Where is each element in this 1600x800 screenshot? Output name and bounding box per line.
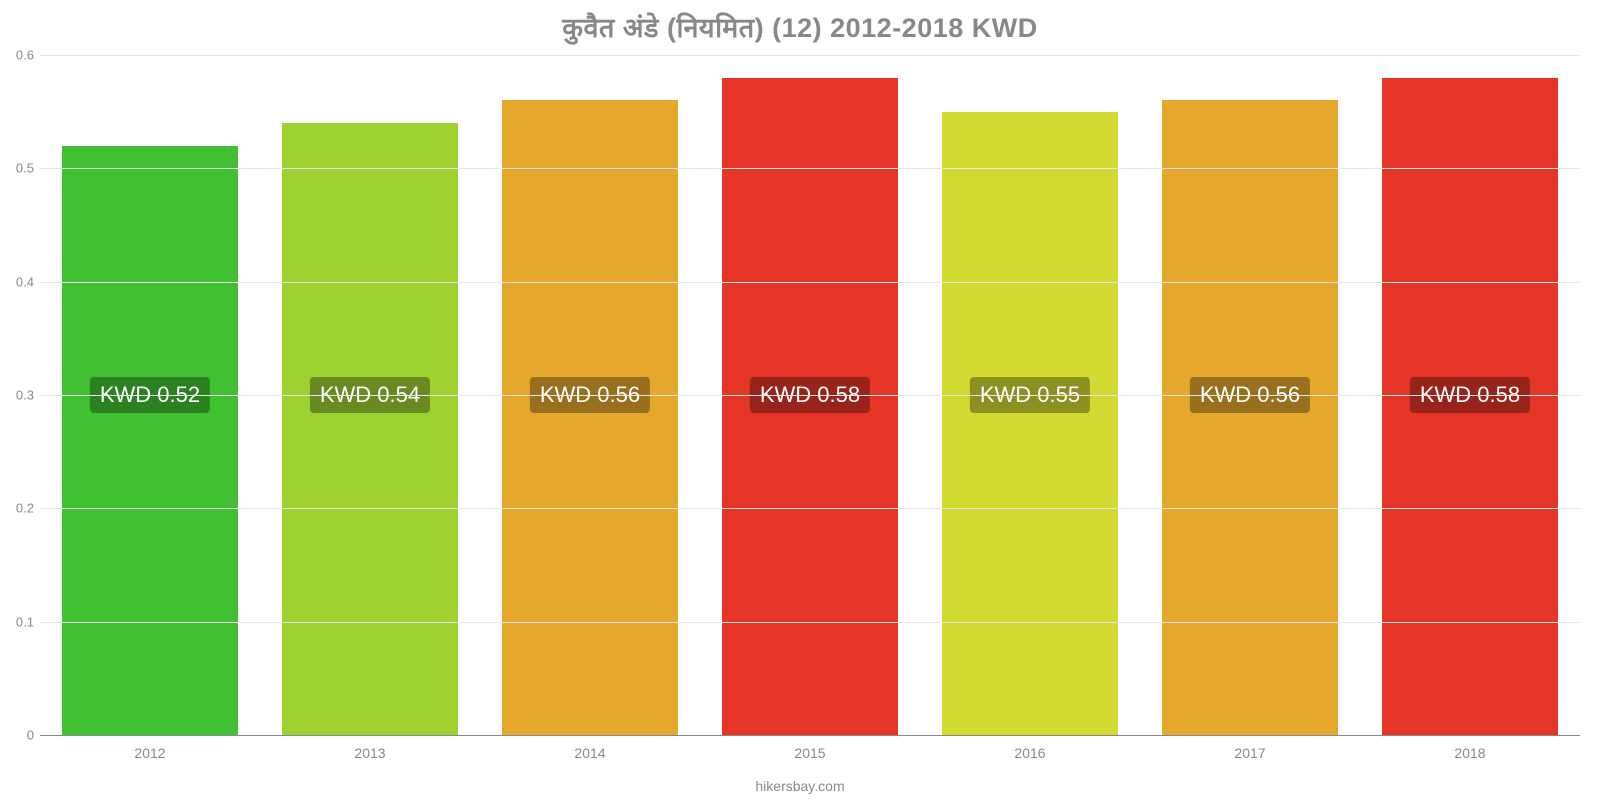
x-tick-label: 2012 [40,735,260,761]
y-tick-label: 0 [4,728,34,743]
bar: KWD 0.56 [1162,100,1338,735]
x-tick-label: 2018 [1360,735,1580,761]
y-tick-label: 0.3 [4,388,34,403]
gridline [40,508,1580,509]
x-tick-label: 2013 [260,735,480,761]
bar-chart: कुवैत अंडे (नियमित) (12) 2012-2018 KWD K… [0,0,1600,800]
bar: KWD 0.52 [62,146,238,735]
bar: KWD 0.58 [722,78,898,735]
plot-area: KWD 0.52KWD 0.54KWD 0.56KWD 0.58KWD 0.55… [40,55,1580,735]
y-tick-label: 0.6 [4,48,34,63]
x-tick-label: 2015 [700,735,920,761]
y-tick-label: 0.5 [4,161,34,176]
y-tick-label: 0.1 [4,614,34,629]
chart-title: कुवैत अंडे (नियमित) (12) 2012-2018 KWD [0,8,1600,45]
bar: KWD 0.58 [1382,78,1558,735]
y-tick-label: 0.2 [4,501,34,516]
attribution-text: hikersbay.com [0,778,1600,794]
y-tick-label: 0.4 [4,274,34,289]
gridline [40,168,1580,169]
gridline [40,395,1580,396]
gridline [40,622,1580,623]
bar: KWD 0.56 [502,100,678,735]
bar: KWD 0.54 [282,123,458,735]
bar: KWD 0.55 [942,112,1118,735]
x-tick-label: 2017 [1140,735,1360,761]
x-tick-label: 2014 [480,735,700,761]
x-tick-label: 2016 [920,735,1140,761]
x-axis: 2012201320142015201620172018 [40,735,1580,761]
gridline [40,55,1580,56]
gridline [40,282,1580,283]
